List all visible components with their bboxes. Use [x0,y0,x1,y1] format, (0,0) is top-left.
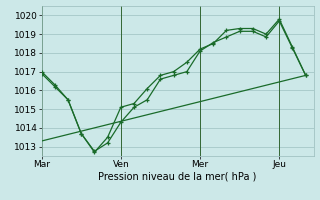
X-axis label: Pression niveau de la mer( hPa ): Pression niveau de la mer( hPa ) [99,172,257,182]
